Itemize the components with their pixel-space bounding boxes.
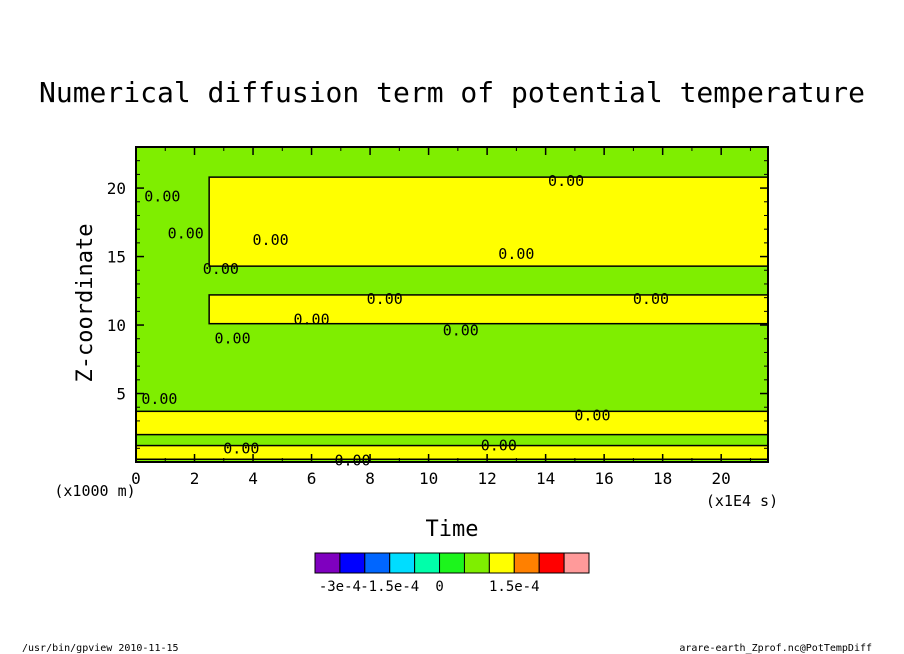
x-axis-label: Time bbox=[426, 517, 479, 542]
plot-frame bbox=[135, 146, 769, 463]
x-axis-ticks: 0 2 4 6 8 10 12 14 16 18 20 bbox=[131, 147, 751, 488]
colorbar-swatch bbox=[389, 552, 416, 574]
contour-label: 0.00 bbox=[633, 290, 669, 308]
x-tick-label: 10 bbox=[419, 469, 438, 488]
contour-label: 0.00 bbox=[481, 437, 517, 455]
colorbar-swatch bbox=[563, 552, 590, 574]
colorbar-label: 0 bbox=[435, 579, 443, 595]
x-tick-label: 16 bbox=[595, 469, 614, 488]
colorbar bbox=[314, 552, 590, 574]
region-2 bbox=[209, 294, 769, 324]
colorbar-label: -1.5e-4 bbox=[360, 579, 419, 595]
region-1 bbox=[209, 177, 769, 267]
x-tick-label: 12 bbox=[477, 469, 496, 488]
contour-label: 0.00 bbox=[498, 245, 534, 263]
contour-labels: 0.00 0.00 0.00 0.00 0.00 0.00 0.00 0.00 0.00 0.00… bbox=[141, 172, 669, 469]
x-tick-label: 8 bbox=[365, 469, 375, 488]
x-tick-label: 0 bbox=[131, 469, 141, 488]
y-tick-label: 20 bbox=[107, 179, 126, 198]
filled-regions bbox=[136, 147, 769, 462]
contour-label: 0.00 bbox=[141, 390, 177, 408]
x-tick-label: 14 bbox=[536, 469, 555, 488]
y-tick-label: 5 bbox=[116, 385, 126, 404]
contour-label: 0.00 bbox=[443, 322, 479, 340]
x-tick-label: 6 bbox=[307, 469, 317, 488]
x-tick-label: 20 bbox=[712, 469, 731, 488]
footer-right: arare-earth_Zprof.nc@PotTempDiff bbox=[679, 643, 872, 654]
contour-label: 0.00 bbox=[548, 172, 584, 190]
footer-left: /usr/bin/gpview 2010-11-15 bbox=[22, 643, 179, 654]
contour-label: 0.00 bbox=[223, 439, 259, 457]
y-axis-label: Z-coordinate bbox=[73, 224, 98, 383]
x-tick-label: 2 bbox=[190, 469, 200, 488]
x-axis-unit: (x1E4 s) bbox=[706, 492, 778, 510]
contour-label: 0.00 bbox=[293, 311, 329, 329]
colorbar-swatch bbox=[414, 552, 441, 574]
contour-label: 0.00 bbox=[144, 187, 180, 205]
contour-label: 0.00 bbox=[334, 452, 370, 470]
colorbar-swatch bbox=[538, 552, 565, 574]
chart-title: Numerical diffusion term of potential te… bbox=[39, 76, 865, 109]
colorbar-swatch bbox=[463, 552, 490, 574]
contour-label: 0.00 bbox=[214, 330, 250, 348]
contour-label: 0.00 bbox=[203, 260, 239, 278]
x-tick-label: 18 bbox=[653, 469, 672, 488]
region-4 bbox=[136, 411, 768, 435]
contour-label: 0.00 bbox=[367, 290, 403, 308]
colorbar-label: 1.5e-4 bbox=[489, 579, 540, 595]
y-axis-ticks: 5 10 15 20 bbox=[107, 160, 768, 449]
y-tick-label: 10 bbox=[107, 316, 126, 335]
y-axis-unit: (x1000 m) bbox=[54, 482, 135, 500]
contour-label: 0.00 bbox=[574, 406, 610, 424]
colorbar-swatch bbox=[488, 552, 515, 574]
plot-area: 0.00 0.00 0.00 0.00 0.00 0.00 0.00 0.00 0.00 0.00… bbox=[135, 146, 769, 470]
colorbar-swatch bbox=[364, 552, 391, 574]
y-tick-label: 15 bbox=[107, 248, 126, 267]
contour-label: 0.00 bbox=[253, 231, 289, 249]
colorbar-label: -3e-4 bbox=[319, 579, 361, 595]
colorbar-swatch bbox=[439, 552, 465, 574]
colorbar-swatch bbox=[339, 552, 366, 574]
region-3 bbox=[136, 445, 768, 460]
colorbar-swatch bbox=[513, 552, 540, 574]
colorbar-labels: -3e-4 -1.5e-4 0 1.5e-4 bbox=[319, 579, 540, 595]
x-tick-label: 4 bbox=[248, 469, 258, 488]
contour-label: 0.00 bbox=[168, 224, 204, 242]
colorbar-swatch bbox=[314, 552, 341, 574]
